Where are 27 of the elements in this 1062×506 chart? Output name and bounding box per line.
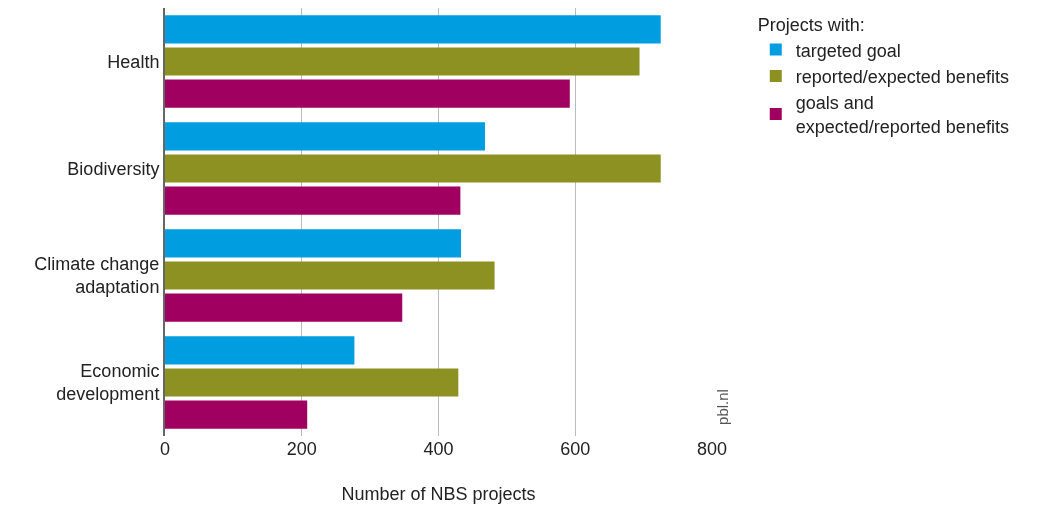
bar <box>165 368 459 397</box>
bar <box>165 122 485 151</box>
bar <box>165 336 355 365</box>
y-tick-label: Biodiversity <box>67 158 160 179</box>
bar <box>165 261 495 290</box>
bar <box>165 79 570 108</box>
bar <box>165 15 661 44</box>
bar <box>165 293 403 322</box>
bar <box>165 400 308 429</box>
bar <box>165 154 661 183</box>
x-axis-title: Number of NBS projects <box>341 484 536 504</box>
legend-label: targeted goal <box>795 40 901 61</box>
x-tick-label: 200 <box>286 439 317 459</box>
bar <box>165 186 461 215</box>
legend-label: reported/expected benefits <box>795 67 1009 88</box>
x-tick-label: 400 <box>423 439 454 459</box>
x-tick-label: 0 <box>159 439 171 459</box>
x-tick-label: 600 <box>560 439 591 459</box>
bar <box>165 229 462 258</box>
y-tick-label: Economic development <box>56 361 160 405</box>
x-tick-label: 800 <box>696 439 728 459</box>
legend-title: Projects with: <box>757 15 865 36</box>
legend-label: goals and expected/reported benefits <box>795 93 1009 137</box>
y-tick-label: Health <box>107 51 160 72</box>
bar <box>165 47 640 76</box>
text: pbl.nl <box>714 389 732 425</box>
y-tick-label: Climate change adaptation <box>34 254 160 298</box>
